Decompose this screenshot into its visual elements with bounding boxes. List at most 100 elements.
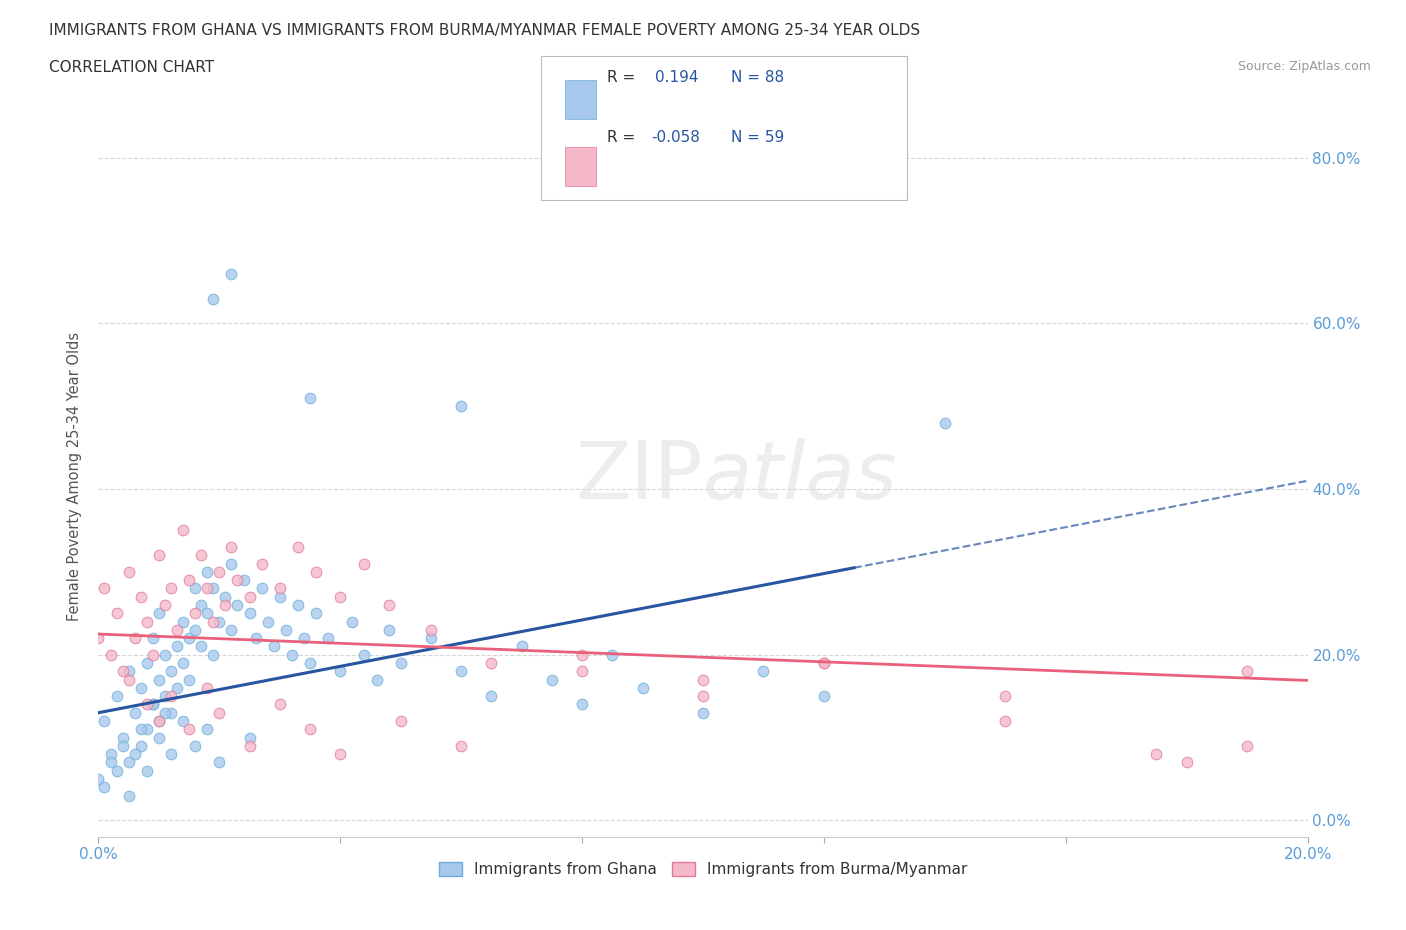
Point [142,631,165,645]
Point [299,391,322,405]
Point [135,722,157,737]
Point [129,722,152,737]
Point [129,590,152,604]
Point [153,689,176,704]
Point [221,539,243,554]
Point [105,605,128,620]
Point [166,681,188,696]
Point [221,622,243,637]
Point [450,738,472,753]
Point [450,399,472,414]
Point [111,664,134,679]
Point [571,647,593,662]
Point [214,590,236,604]
Point [160,689,183,704]
Point [208,705,231,720]
Point [226,573,249,588]
Point [450,664,472,679]
Point [250,581,273,596]
Point [299,722,322,737]
Point [172,656,194,671]
Text: N = 88: N = 88 [731,70,785,85]
Point [118,672,141,687]
Point [118,788,141,803]
Point [87,631,110,645]
Point [190,639,212,654]
Point [153,647,176,662]
Point [100,755,122,770]
Point [299,656,322,671]
Text: 0.194: 0.194 [655,70,699,85]
Point [129,738,152,753]
Point [540,672,562,687]
Point [118,565,141,579]
Point [135,614,157,629]
Point [602,647,624,662]
Point [389,713,412,728]
Point [118,664,141,679]
Point [281,647,304,662]
Point [239,730,262,745]
Point [305,565,328,579]
Point [93,780,115,795]
Point [813,656,835,671]
Point [269,697,291,711]
Point [160,664,183,679]
Point [214,598,236,613]
Point [111,730,134,745]
Point [292,631,315,645]
Point [160,581,183,596]
Text: N = 59: N = 59 [731,130,785,145]
Point [305,605,328,620]
Point [377,622,399,637]
Text: CORRELATION CHART: CORRELATION CHART [49,60,214,75]
Point [287,598,309,613]
Point [571,664,593,679]
Point [232,573,254,588]
Point [87,772,110,787]
Point [160,705,183,720]
Point [269,590,291,604]
Point [481,656,503,671]
Point [571,697,593,711]
Point [93,713,115,728]
Text: atlas: atlas [703,438,898,515]
Point [813,656,835,671]
Point [135,764,157,778]
Point [329,664,352,679]
Point [148,713,170,728]
Point [135,656,157,671]
Point [172,523,194,538]
Point [142,697,165,711]
Point [148,713,170,728]
Point [172,713,194,728]
Point [366,672,388,687]
Point [148,672,170,687]
Point [179,573,201,588]
Point [195,605,218,620]
Point [226,598,249,613]
Point [256,614,278,629]
Point [263,639,285,654]
Point [105,764,128,778]
Point [389,656,412,671]
Point [160,747,183,762]
Point [631,681,654,696]
Point [148,548,170,563]
Point [329,747,352,762]
Point [342,614,364,629]
Point [118,755,141,770]
Point [208,614,231,629]
Point [221,556,243,571]
Point [329,590,352,604]
Point [129,681,152,696]
Point [184,581,207,596]
Point [221,266,243,281]
Point [153,705,176,720]
Point [208,755,231,770]
Point [994,689,1017,704]
Point [269,581,291,596]
Point [124,631,146,645]
Point [1236,664,1258,679]
Point [239,738,262,753]
